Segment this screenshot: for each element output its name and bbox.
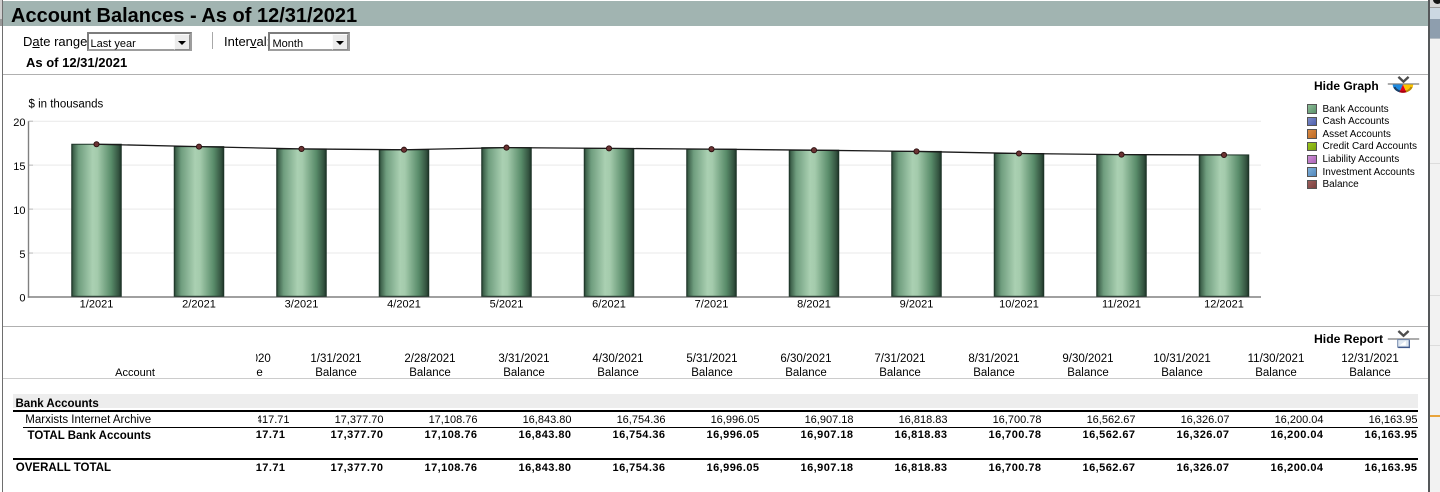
svg-text:$ in thousands: $ in thousands [29,99,104,111]
svg-text:8/2021: 8/2021 [797,299,831,311]
svg-text:15: 15 [13,161,25,173]
svg-text:4/2021: 4/2021 [387,299,421,311]
svg-text:7/2021: 7/2021 [695,299,729,311]
svg-text:10: 10 [13,205,25,217]
svg-text:11/2021: 11/2021 [1102,299,1141,311]
svg-text:10/2021: 10/2021 [999,299,1039,311]
svg-text:9/2021: 9/2021 [900,299,934,311]
svg-text:2/2021: 2/2021 [182,299,216,311]
svg-text:6/2021: 6/2021 [592,299,626,311]
svg-text:20: 20 [13,117,25,129]
svg-text:12/2021: 12/2021 [1204,299,1244,311]
svg-text:5: 5 [19,249,25,261]
svg-text:5/2021: 5/2021 [490,299,524,311]
svg-text:1/2021: 1/2021 [80,299,114,311]
svg-text:3/2021: 3/2021 [285,299,319,311]
svg-text:0: 0 [19,293,25,305]
